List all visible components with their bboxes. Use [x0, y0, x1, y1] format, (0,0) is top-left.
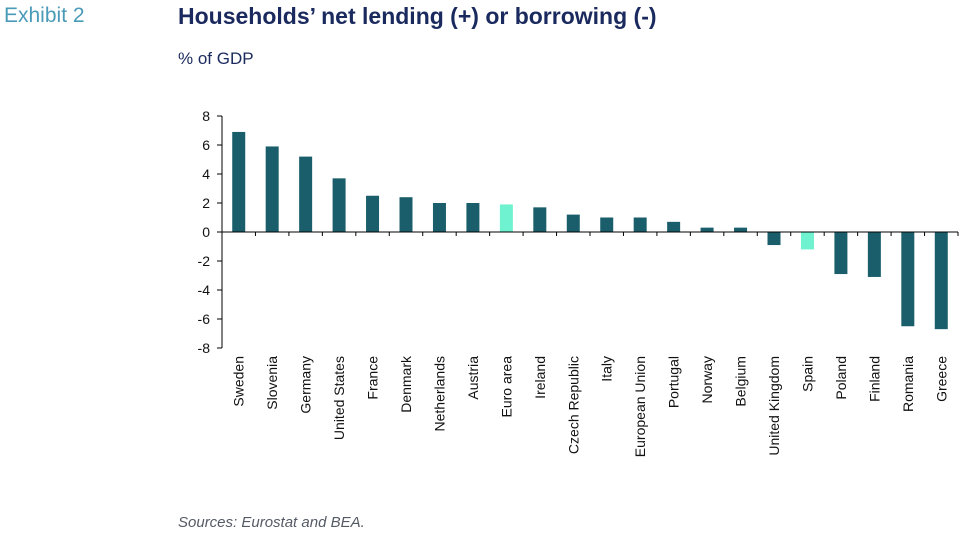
bar — [700, 227, 714, 232]
exhibit-label: Exhibit 2 — [4, 4, 85, 27]
y-tick-label: -4 — [198, 282, 211, 298]
category-label: Netherlands — [431, 356, 447, 432]
bar — [299, 156, 313, 232]
category-label: Germany — [298, 356, 314, 414]
source-note: Sources: Eurostat and BEA. — [178, 514, 365, 531]
y-tick-label: 6 — [202, 137, 210, 153]
category-label: United States — [331, 356, 347, 440]
category-label: Greece — [933, 356, 949, 402]
y-tick-label: 8 — [202, 108, 210, 124]
category-label: United Kingdom — [766, 356, 782, 456]
category-label: Belgium — [733, 356, 749, 407]
unit-label: % of GDP — [178, 49, 254, 68]
category-label: Italy — [599, 356, 615, 382]
category-label: Slovenia — [264, 356, 280, 410]
bar — [533, 207, 547, 232]
chart-title: Households’ net lending (+) or borrowing… — [178, 3, 657, 29]
category-label: Spain — [799, 356, 815, 392]
category-label: Finland — [866, 356, 882, 402]
bar — [466, 203, 480, 232]
category-label: Norway — [699, 356, 715, 403]
category-label: Euro area — [498, 356, 514, 418]
bar — [366, 195, 380, 232]
category-label: Denmark — [398, 355, 414, 413]
bar — [399, 197, 413, 232]
category-label: France — [365, 356, 381, 400]
bar — [867, 232, 881, 277]
y-tick-label: -2 — [198, 253, 211, 269]
bar — [767, 232, 781, 246]
bar — [566, 214, 580, 232]
bar — [633, 217, 647, 232]
bar — [232, 131, 246, 232]
bar — [800, 232, 814, 250]
y-tick-label: -6 — [198, 311, 211, 327]
bar — [934, 232, 948, 330]
y-tick-label: 0 — [202, 224, 210, 240]
bar — [901, 232, 915, 327]
category-label: Ireland — [532, 356, 548, 399]
bar — [432, 203, 446, 232]
bar — [332, 178, 346, 232]
category-label: European Union — [632, 356, 648, 457]
category-label: Czech Republic — [565, 356, 581, 454]
category-label: Austria — [465, 356, 481, 400]
category-label: Sweden — [231, 356, 247, 407]
category-label: Poland — [833, 356, 849, 400]
y-tick-label: -8 — [198, 340, 211, 356]
bar — [734, 227, 748, 232]
category-label: Portugal — [666, 356, 682, 408]
y-tick-label: 4 — [202, 166, 210, 182]
category-label: Romania — [900, 356, 916, 412]
bar — [265, 146, 279, 232]
bar — [600, 217, 614, 232]
bar — [667, 221, 681, 232]
y-tick-label: 2 — [202, 195, 210, 211]
bar — [499, 204, 513, 232]
bar — [834, 232, 848, 275]
